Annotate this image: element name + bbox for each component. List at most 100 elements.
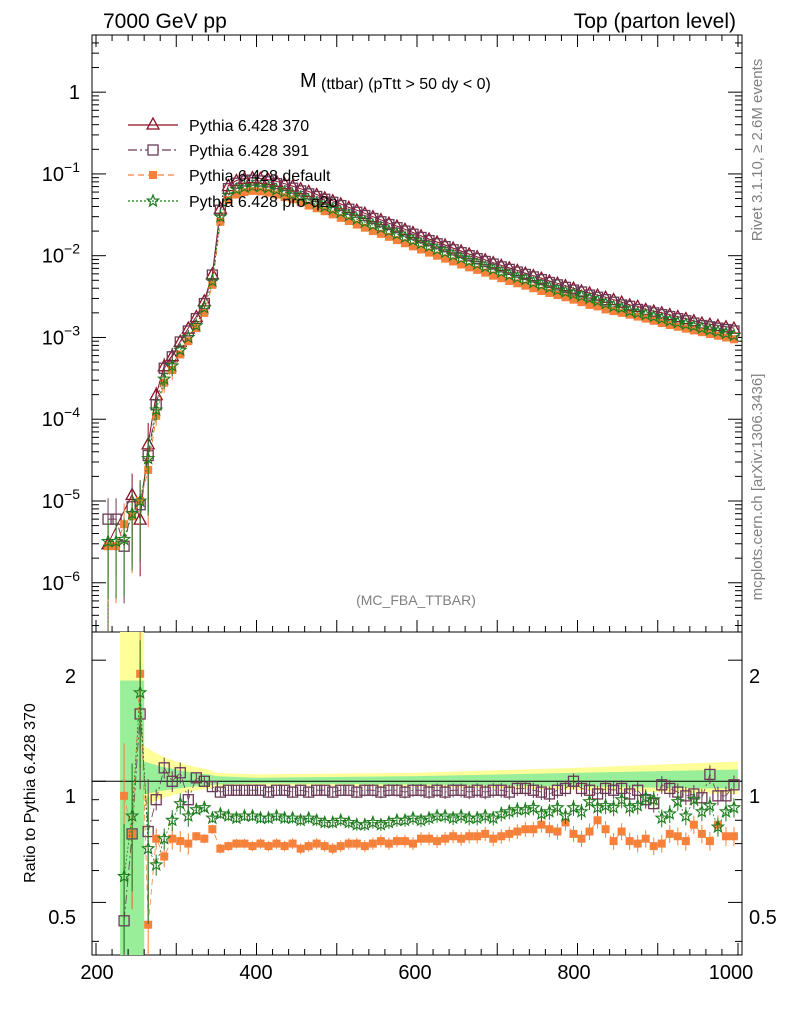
ratio-point [400,837,409,846]
x-tick-label: 400 [239,962,272,984]
ratio-point [246,784,259,796]
data-point [285,186,300,201]
data-point [352,220,361,229]
ratio-point [453,808,469,823]
ratio-point [662,806,677,820]
ratio-point [352,839,361,848]
ratio-point [574,804,589,818]
ratio-point [391,784,403,796]
y-tick-label: 10−2 [42,241,80,268]
data-point [335,199,347,212]
ratio-point [585,827,594,836]
data-point [184,337,193,346]
data-point [213,209,228,223]
data-point [246,174,259,186]
data-point [465,263,474,272]
series-0 [100,170,742,632]
ratio-point [593,816,602,825]
data-point [360,223,369,232]
data-point [462,253,477,268]
data-point [593,302,602,311]
ratio-point [301,810,316,825]
ratio-point [542,804,557,818]
ratio-point [157,831,172,845]
ratio-point [327,786,339,798]
ratio-ylabel: Ratio to Pythia 6.428 370 [22,703,39,883]
ratio-point [431,784,443,796]
data-point [277,184,292,199]
ratio-point [537,820,546,829]
ratio-tick-label-2: 2 [65,666,76,688]
data-point [248,186,257,195]
data-point [694,320,710,335]
legend-label-391: Pythia 6.428 391 [189,143,309,160]
data-point [365,217,381,232]
data-point [497,274,506,283]
legend-entry-pro-q2o: Pythia 6.428 pro-q2o [128,193,338,211]
ratio-point [166,775,178,787]
data-point [681,324,690,333]
data-point [609,307,618,316]
legend-label-default: Pythia 6.428 default [189,168,331,185]
data-point [494,264,509,279]
ratio-point [497,832,506,841]
data-point [582,290,597,305]
ratio-point [254,784,267,796]
header-right: Top (parton level) [574,10,736,33]
ratio-line [123,692,735,877]
ratio-point [513,827,522,836]
data-point [702,322,718,336]
series-3 [100,178,742,632]
ratio-point [521,825,530,834]
ratio-tick-label-2-right: 2 [749,666,760,688]
ratio-point [437,808,453,823]
ratio-point [174,767,186,779]
ratio-point [505,829,514,838]
ratio-point [303,786,315,798]
ratio-point [665,829,674,838]
ratio-point [238,784,251,796]
ratio-point [230,784,243,796]
data-point [405,232,421,247]
ratio-tick-label-0.5-right: 0.5 [749,907,777,929]
data-point [141,450,156,465]
data-point [341,207,356,222]
ratio-point [221,808,236,823]
data-point [447,244,459,256]
ratio-point [335,784,347,796]
ratio-point [697,829,706,838]
data-point [311,190,323,203]
ratio-point [550,799,565,814]
data-point [373,220,389,235]
ratio-point [245,808,260,823]
data-point [293,189,308,204]
data-point [173,333,188,347]
ratio-point [551,784,564,796]
ratio-point [205,810,220,825]
data-point [230,177,243,189]
ratio-point [473,832,482,841]
data-point [232,190,241,199]
data-point [481,268,490,277]
data-point [400,239,409,248]
data-point [197,300,212,314]
ratio-point [417,834,426,843]
ratio-point [120,791,129,800]
ratio-point [150,794,162,806]
data-point [205,266,220,280]
data-point [673,322,682,331]
data-point [132,493,148,508]
data-point [503,263,515,276]
ratio-point [702,798,718,812]
ratio-point [689,820,698,829]
data-point [417,245,426,254]
data-point [224,195,233,204]
ratio-point [384,839,393,848]
ratio-point [718,804,734,818]
ratio-point [132,685,148,699]
ratio-point [278,784,291,796]
ratio-point [425,834,434,843]
data-point [654,310,670,325]
main-plot-series [100,170,742,632]
ratio-point [599,782,612,795]
